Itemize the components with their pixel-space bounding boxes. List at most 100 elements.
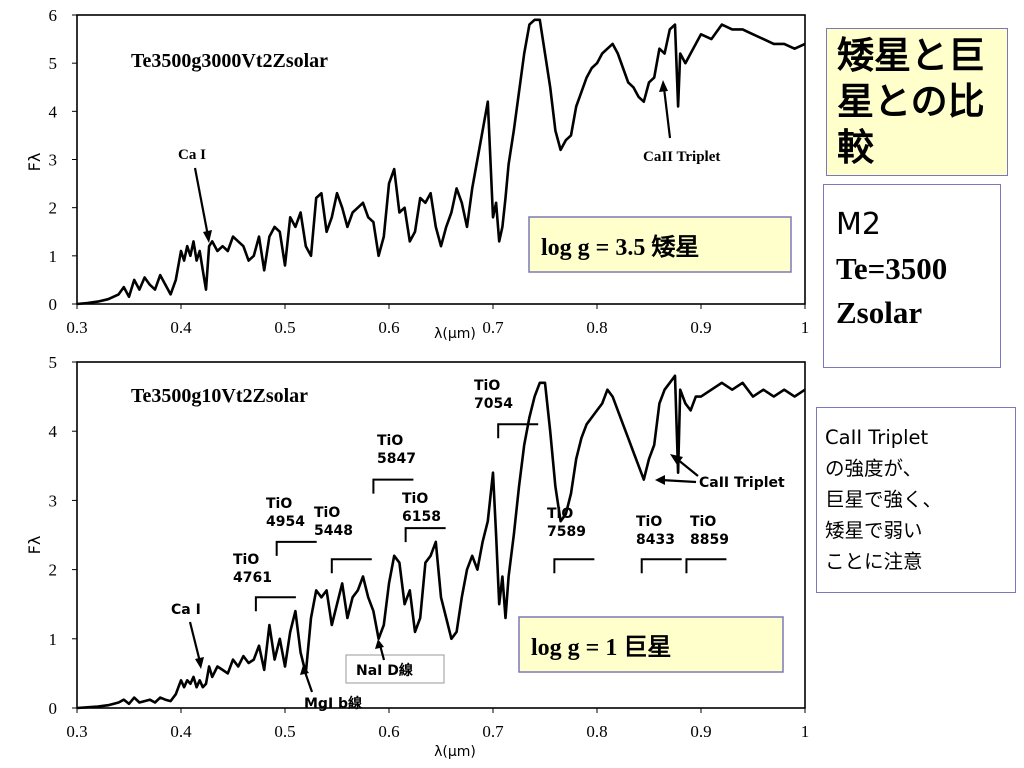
nai-d-arrowhead bbox=[375, 639, 384, 649]
tio-band-label-5448-line-2: 5448 bbox=[314, 523, 353, 539]
mgi-b-label: MgI b線 bbox=[304, 695, 362, 712]
note-line-3: 巨星で強く、 bbox=[825, 488, 943, 511]
nai-d-label-box bbox=[345, 654, 445, 684]
nai-d-label: NaI D線 bbox=[356, 662, 413, 679]
panel1-x-tick-label: 0.3 bbox=[66, 318, 87, 337]
panel1-x-tick-label: 0.9 bbox=[690, 318, 711, 337]
panel2-x-axis-label: λ(μm) bbox=[434, 744, 476, 760]
tio-band-marker bbox=[372, 478, 414, 494]
panel1-x-tick-label: 0.4 bbox=[170, 318, 192, 337]
panel2-y-tick-label: 3 bbox=[49, 491, 58, 510]
ca-ii-arrow-giant-2 bbox=[676, 458, 699, 477]
tio-band-label-7589-line-2: 7589 bbox=[547, 524, 586, 540]
tio-band-label-5448-line-1: TiO bbox=[314, 505, 340, 521]
tio-band-marker bbox=[404, 527, 446, 543]
panel1-x-tick-label: 0.7 bbox=[482, 318, 504, 337]
tio-band-label-7054-line-2: 7054 bbox=[474, 396, 513, 412]
ca-ii-label-dwarf: CaII Triplet bbox=[643, 149, 720, 165]
note-box: CaII Triplet の強度が、 巨星で強く、 矮星で弱い ことに注意 bbox=[816, 407, 1016, 593]
ca-i-label-giant: Ca I bbox=[171, 602, 201, 618]
tio-band-label-6158-line-1: TiO bbox=[402, 491, 428, 507]
panel2-y-tick-label: 4 bbox=[49, 422, 58, 441]
comparison-title-line-1: 矮星と巨 bbox=[837, 34, 985, 77]
tio-band-label-4761-line-2: 4761 bbox=[233, 570, 272, 586]
panel1-y-tick-label: 0 bbox=[49, 295, 58, 314]
panel2-gravity-badge bbox=[518, 616, 784, 673]
panel2-x-tick-label: 1 bbox=[801, 722, 810, 741]
ca-i-label-dwarf: Ca I bbox=[178, 147, 206, 163]
panel2-y-tick-label: 1 bbox=[49, 630, 58, 649]
spectral-type: M2 bbox=[836, 207, 881, 242]
panel1-gravity-badge-label: log g = 3.5 矮星 bbox=[541, 234, 699, 261]
tio-band-label-8859-line-2: 8859 bbox=[690, 532, 729, 548]
panel1-gravity-badge bbox=[528, 216, 792, 273]
panel2-x-tick-label: 0.3 bbox=[66, 722, 87, 741]
panel1-y-tick-label: 2 bbox=[49, 199, 58, 218]
panel2-x-tick-label: 0.9 bbox=[690, 722, 711, 741]
panel2-gravity-badge-label: log g = 1 巨星 bbox=[531, 635, 671, 661]
ca-ii-arrowhead-dwarf bbox=[659, 80, 668, 92]
panel1-y-tick-label: 3 bbox=[49, 151, 58, 170]
tio-band-label-4954-line-2: 4954 bbox=[266, 514, 305, 530]
note-line-5: ことに注意 bbox=[825, 550, 923, 573]
panel1-y-tick-label: 1 bbox=[49, 247, 58, 266]
comparison-title-box: 矮星と巨 星との比 較 bbox=[826, 28, 1008, 176]
tio-band-label-8433-line-2: 8433 bbox=[636, 532, 675, 548]
model-info-box: M2 Te=3500 Zsolar bbox=[823, 184, 1001, 368]
tio-band-label-8859-line-1: TiO bbox=[690, 514, 716, 530]
ca-ii-label-giant: CaII Triplet bbox=[699, 475, 785, 491]
ca-i-arrowhead-giant bbox=[195, 657, 204, 669]
tio-band-marker bbox=[685, 558, 727, 574]
panel1-x-axis-label: λ(μm) bbox=[434, 326, 476, 342]
tio-band-marker bbox=[553, 558, 595, 574]
ca-ii-arrow-giant-1 bbox=[660, 478, 697, 484]
metallicity: Zsolar bbox=[836, 295, 923, 330]
comparison-title-line-3: 較 bbox=[837, 126, 874, 169]
panel2-x-tick-label: 0.5 bbox=[274, 722, 295, 741]
panel2-x-tick-label: 0.6 bbox=[378, 722, 399, 741]
tio-band-label-6158-line-2: 6158 bbox=[402, 509, 441, 525]
tio-band-marker bbox=[497, 423, 539, 439]
panel1-x-tick-label: 1 bbox=[801, 318, 810, 337]
panel1-y-tick-label: 5 bbox=[49, 54, 58, 73]
ca-ii-arrow-dwarf bbox=[662, 87, 672, 139]
panel1-spectrum-line bbox=[76, 18, 806, 306]
panel2-plot-frame bbox=[76, 361, 806, 709]
tio-band-label-8433-line-1: TiO bbox=[636, 514, 662, 530]
note-line-4: 矮星で弱い bbox=[825, 519, 923, 542]
ca-i-arrowhead-dwarf bbox=[203, 230, 212, 243]
panel1-x-tick-label: 0.5 bbox=[274, 318, 295, 337]
panel2-x-tick-label: 0.7 bbox=[482, 722, 504, 741]
ca-ii-arrowhead-giant-2 bbox=[670, 454, 683, 465]
ca-ii-arrowhead-giant-1 bbox=[655, 475, 665, 485]
panel1-x-tick-label: 0.6 bbox=[378, 318, 399, 337]
note-line-2: の強度が、 bbox=[825, 457, 923, 480]
tio-band-label-5847-line-2: 5847 bbox=[377, 451, 416, 467]
ca-i-arrow-giant bbox=[188, 621, 202, 663]
tio-band-label-7589-line-1: TiO bbox=[547, 506, 573, 522]
mgi-b-arrow bbox=[303, 671, 314, 693]
panel1-x-tick-label: 0.8 bbox=[586, 318, 607, 337]
tio-band-label-4954-line-1: TiO bbox=[266, 496, 292, 512]
panel2-x-tick-label: 0.4 bbox=[170, 722, 192, 741]
ca-i-arrow-dwarf bbox=[193, 167, 210, 237]
panel1-y-axis-label: Fλ bbox=[25, 153, 44, 172]
mgi-b-arrowhead bbox=[300, 665, 309, 675]
panel2-y-tick-label: 5 bbox=[49, 353, 58, 372]
tio-band-marker bbox=[254, 596, 296, 612]
tio-band-marker bbox=[640, 558, 682, 574]
tio-band-marker bbox=[275, 540, 317, 556]
comparison-title-line-2: 星との比 bbox=[837, 80, 985, 123]
panel2-spectrum-line bbox=[76, 374, 806, 710]
tio-band-label-4761-line-1: TiO bbox=[233, 552, 259, 568]
panel2-y-tick-label: 2 bbox=[49, 561, 58, 580]
panel1-y-tick-label: 4 bbox=[49, 102, 58, 121]
panel2-x-tick-label: 0.8 bbox=[586, 722, 607, 741]
effective-temperature: Te=3500 bbox=[836, 251, 948, 286]
panel2-y-tick-label: 0 bbox=[49, 699, 58, 718]
panel2-y-axis-label: Fλ bbox=[25, 536, 44, 555]
tio-band-label-5847-line-1: TiO bbox=[377, 433, 403, 449]
note-line-1: CaII Triplet bbox=[825, 426, 929, 449]
tio-band-label-7054-line-1: TiO bbox=[474, 378, 500, 394]
